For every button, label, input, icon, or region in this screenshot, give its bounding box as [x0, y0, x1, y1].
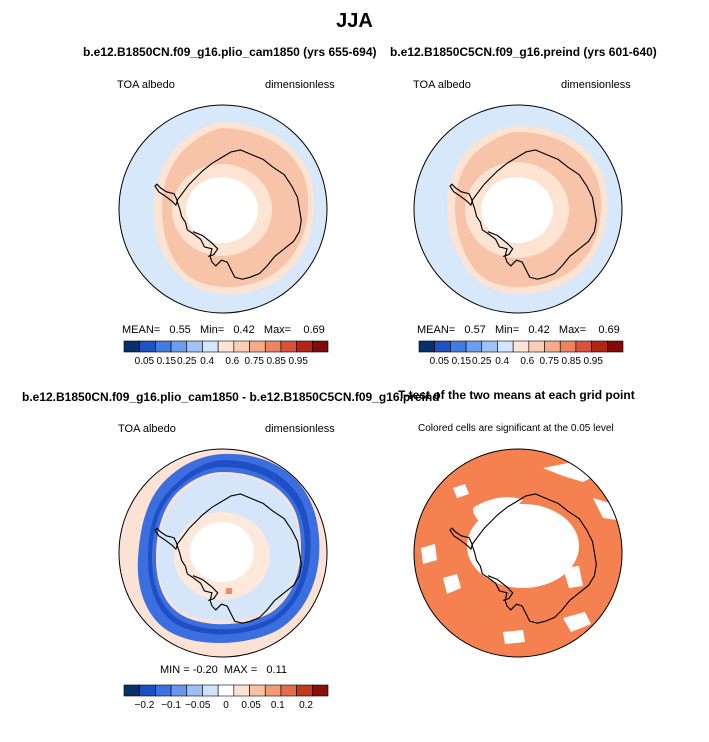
- colorbar-swatch: [312, 340, 329, 353]
- colorbar-swatch: [450, 340, 467, 353]
- colorbar-tick-label: 0.6: [520, 356, 534, 367]
- panel-2-stats: MEAN= 0.57 Min= 0.42 Max= 0.69: [417, 324, 620, 336]
- colorbar-tick-label: 0.05: [135, 356, 155, 367]
- colorbar-swatch: [139, 340, 156, 353]
- colorbar-tick-label: −0.05: [185, 700, 211, 711]
- colorbar-swatch: [481, 340, 498, 353]
- colorbar-swatch: [170, 684, 188, 697]
- colorbar-tick-label: 0.05: [430, 356, 450, 367]
- colorbar-swatch: [217, 684, 235, 697]
- panel-1-units-label: dimensionless: [265, 79, 335, 91]
- colorbar-swatch: [280, 684, 297, 697]
- colorbar-tick-label: −0.1: [161, 700, 181, 711]
- colorbar-swatch: [591, 340, 608, 353]
- panel-4-title: T-test of the two means at each grid poi…: [398, 388, 635, 402]
- colorbar-swatch: [249, 684, 266, 697]
- colorbar-swatch: [202, 340, 219, 353]
- colorbar-swatch: [512, 340, 530, 353]
- panel-2-units-label: dimensionless: [561, 79, 631, 91]
- colorbar-swatch: [528, 340, 545, 353]
- colorbar-tick-label: 0.85: [561, 356, 581, 367]
- colorbar-swatch: [202, 684, 219, 697]
- colorbar-swatch: [139, 684, 156, 697]
- colorbar-tick-label: 0.75: [540, 356, 560, 367]
- panel-4-map: [413, 448, 623, 658]
- colorbar-swatch: [249, 340, 266, 353]
- colorbar-tick-label: −0.2: [135, 700, 155, 711]
- colorbar-tick-label: 0.2: [299, 700, 313, 711]
- albedo-polar-cap: [186, 177, 258, 243]
- colorbar-swatch: [123, 340, 140, 353]
- panel-2-title: b.e12.B1850C5CN.f09_g16.preind (yrs 601-…: [390, 45, 657, 59]
- colorbar-tick-label: 0.05: [241, 700, 261, 711]
- panel-1-stats: MEAN= 0.55 Min= 0.42 Max= 0.69: [122, 324, 325, 336]
- colorbar-tick-label: 0.4: [200, 356, 214, 367]
- panel-3-title: b.e12.B1850CN.f09_g16.plio_cam1850 - b.e…: [22, 390, 440, 404]
- colorbar-swatch: [575, 340, 592, 353]
- colorbar-swatch: [233, 684, 250, 697]
- colorbar-swatch: [434, 340, 451, 353]
- colorbar-swatch: [155, 340, 172, 353]
- colorbar-tick-label: 0.15: [452, 356, 472, 367]
- colorbar-swatch: [296, 684, 313, 697]
- panel-3-stats: MIN = -0.20 MAX = 0.11: [160, 664, 288, 676]
- colorbar-tick-label: 0.4: [495, 356, 509, 367]
- colorbar-swatch: [217, 340, 235, 353]
- panel-3-colorbar: −0.2 −0.1 −0.05 0 0.05 0.1 0.2: [123, 684, 329, 711]
- colorbar-tick-label: 0.6: [225, 356, 239, 367]
- panel-1-map: [118, 104, 328, 314]
- colorbar-swatch: [296, 340, 313, 353]
- colorbar-swatch: [607, 340, 624, 353]
- colorbar-swatch: [559, 340, 577, 353]
- panel-2-colorbar: 0.05 0.15 0.25 0.4 0.6 0.75 0.85 0.95: [418, 340, 624, 367]
- colorbar-swatch: [264, 340, 282, 353]
- map-border: [118, 104, 328, 314]
- panel-3-units-label: dimensionless: [265, 423, 335, 435]
- colorbar-swatch: [155, 684, 172, 697]
- panel-2-map: [413, 104, 623, 314]
- panel-1-title: b.e12.B1850CN.f09_g16.plio_cam1850 (yrs …: [83, 45, 377, 59]
- colorbar-swatch: [497, 340, 514, 353]
- colorbar-swatch: [280, 340, 297, 353]
- colorbar-swatch: [544, 340, 561, 353]
- colorbar-tick-label: 0.1: [271, 700, 285, 711]
- panel-1-variable-label: TOA albedo: [117, 79, 175, 91]
- figure-title: JJA: [336, 10, 373, 32]
- panel-4-subtitle: Colored cells are significant at the 0.0…: [418, 423, 614, 434]
- colorbar-swatch: [170, 340, 188, 353]
- colorbar-swatch: [418, 340, 435, 353]
- colorbar-swatch: [465, 340, 483, 353]
- colorbar-swatch: [186, 340, 203, 353]
- colorbar-swatch: [123, 684, 140, 697]
- colorbar-tick-label: 0: [223, 700, 229, 711]
- colorbar-tick-label: 0.15: [157, 356, 177, 367]
- colorbar-swatch: [312, 684, 329, 697]
- panel-3-map: [118, 448, 328, 658]
- colorbar-tick-label: 0.95: [583, 356, 603, 367]
- colorbar-swatch: [233, 340, 250, 353]
- colorbar-tick-label: 0.75: [245, 356, 265, 367]
- panel-2-variable-label: TOA albedo: [413, 79, 471, 91]
- panel-1-colorbar: 0.05 0.15 0.25 0.4 0.6 0.75 0.85 0.95: [123, 340, 329, 367]
- colorbar-swatch: [186, 684, 203, 697]
- colorbar-tick-label: 0.25: [177, 356, 197, 367]
- colorbar-swatch: [264, 684, 282, 697]
- panel-3-variable-label: TOA albedo: [118, 423, 176, 435]
- colorbar-tick-label: 0.25: [472, 356, 492, 367]
- colorbar-tick-label: 0.95: [288, 356, 308, 367]
- colorbar-tick-label: 0.85: [266, 356, 286, 367]
